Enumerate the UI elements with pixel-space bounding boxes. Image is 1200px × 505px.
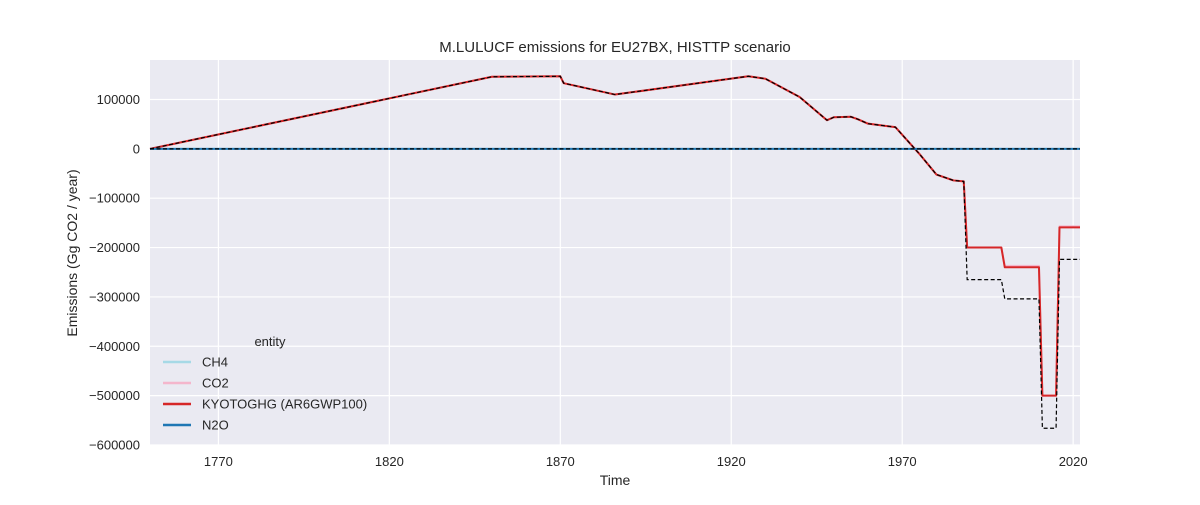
chart-title: M.LULUCF emissions for EU27BX, HISTTP sc… [439,39,791,56]
legend-label: CO2 [202,376,229,391]
legend-label: CH4 [202,355,228,370]
y-tick-label: −200000 [89,240,140,255]
y-axis-ticks: 100000 0 −100000 −200000 −300000 −400000 −5000… [89,92,140,453]
legend-items: CH4 CO2 KYOTOGHG (AR6GWP100) N2O [163,355,367,433]
y-axis-label: Emissions (Gg CO2 / year) [64,169,80,336]
x-tick-label: 1970 [888,454,917,469]
legend-label: N2O [202,418,229,433]
y-tick-label: 100000 [97,92,140,107]
x-axis-label: Time [600,472,631,488]
x-tick-label: 1770 [204,454,233,469]
y-tick-label: −600000 [89,438,140,453]
legend-label: KYOTOGHG (AR6GWP100) [202,397,367,412]
x-tick-label: 1920 [717,454,746,469]
x-tick-label: 2020 [1059,454,1088,469]
x-tick-label: 1870 [546,454,575,469]
plot-area [150,60,1080,445]
grid-lines [150,60,1080,446]
legend-item-ch4: CH4 [163,355,228,370]
y-tick-label: −100000 [89,191,140,206]
y-tick-label: −300000 [89,289,140,304]
legend-title: entity [254,334,286,349]
reference-dashed-line [149,75,1080,429]
x-axis-ticks: 1770 1820 1870 1920 1970 2020 [204,454,1088,469]
legend-item-n2o: N2O [163,418,229,433]
y-tick-label: 0 [133,141,140,156]
x-tick-label: 1820 [375,454,404,469]
legend: entity CH4 CO2 KYOTOGHG (AR6GWP100) N2O [163,334,367,433]
legend-item-kyotoghg-ar6gwp100: KYOTOGHG (AR6GWP100) [163,397,367,412]
reference-lines [149,75,1080,429]
y-tick-label: −400000 [89,339,140,354]
y-tick-label: −500000 [89,388,140,403]
legend-item-co2: CO2 [163,376,229,391]
